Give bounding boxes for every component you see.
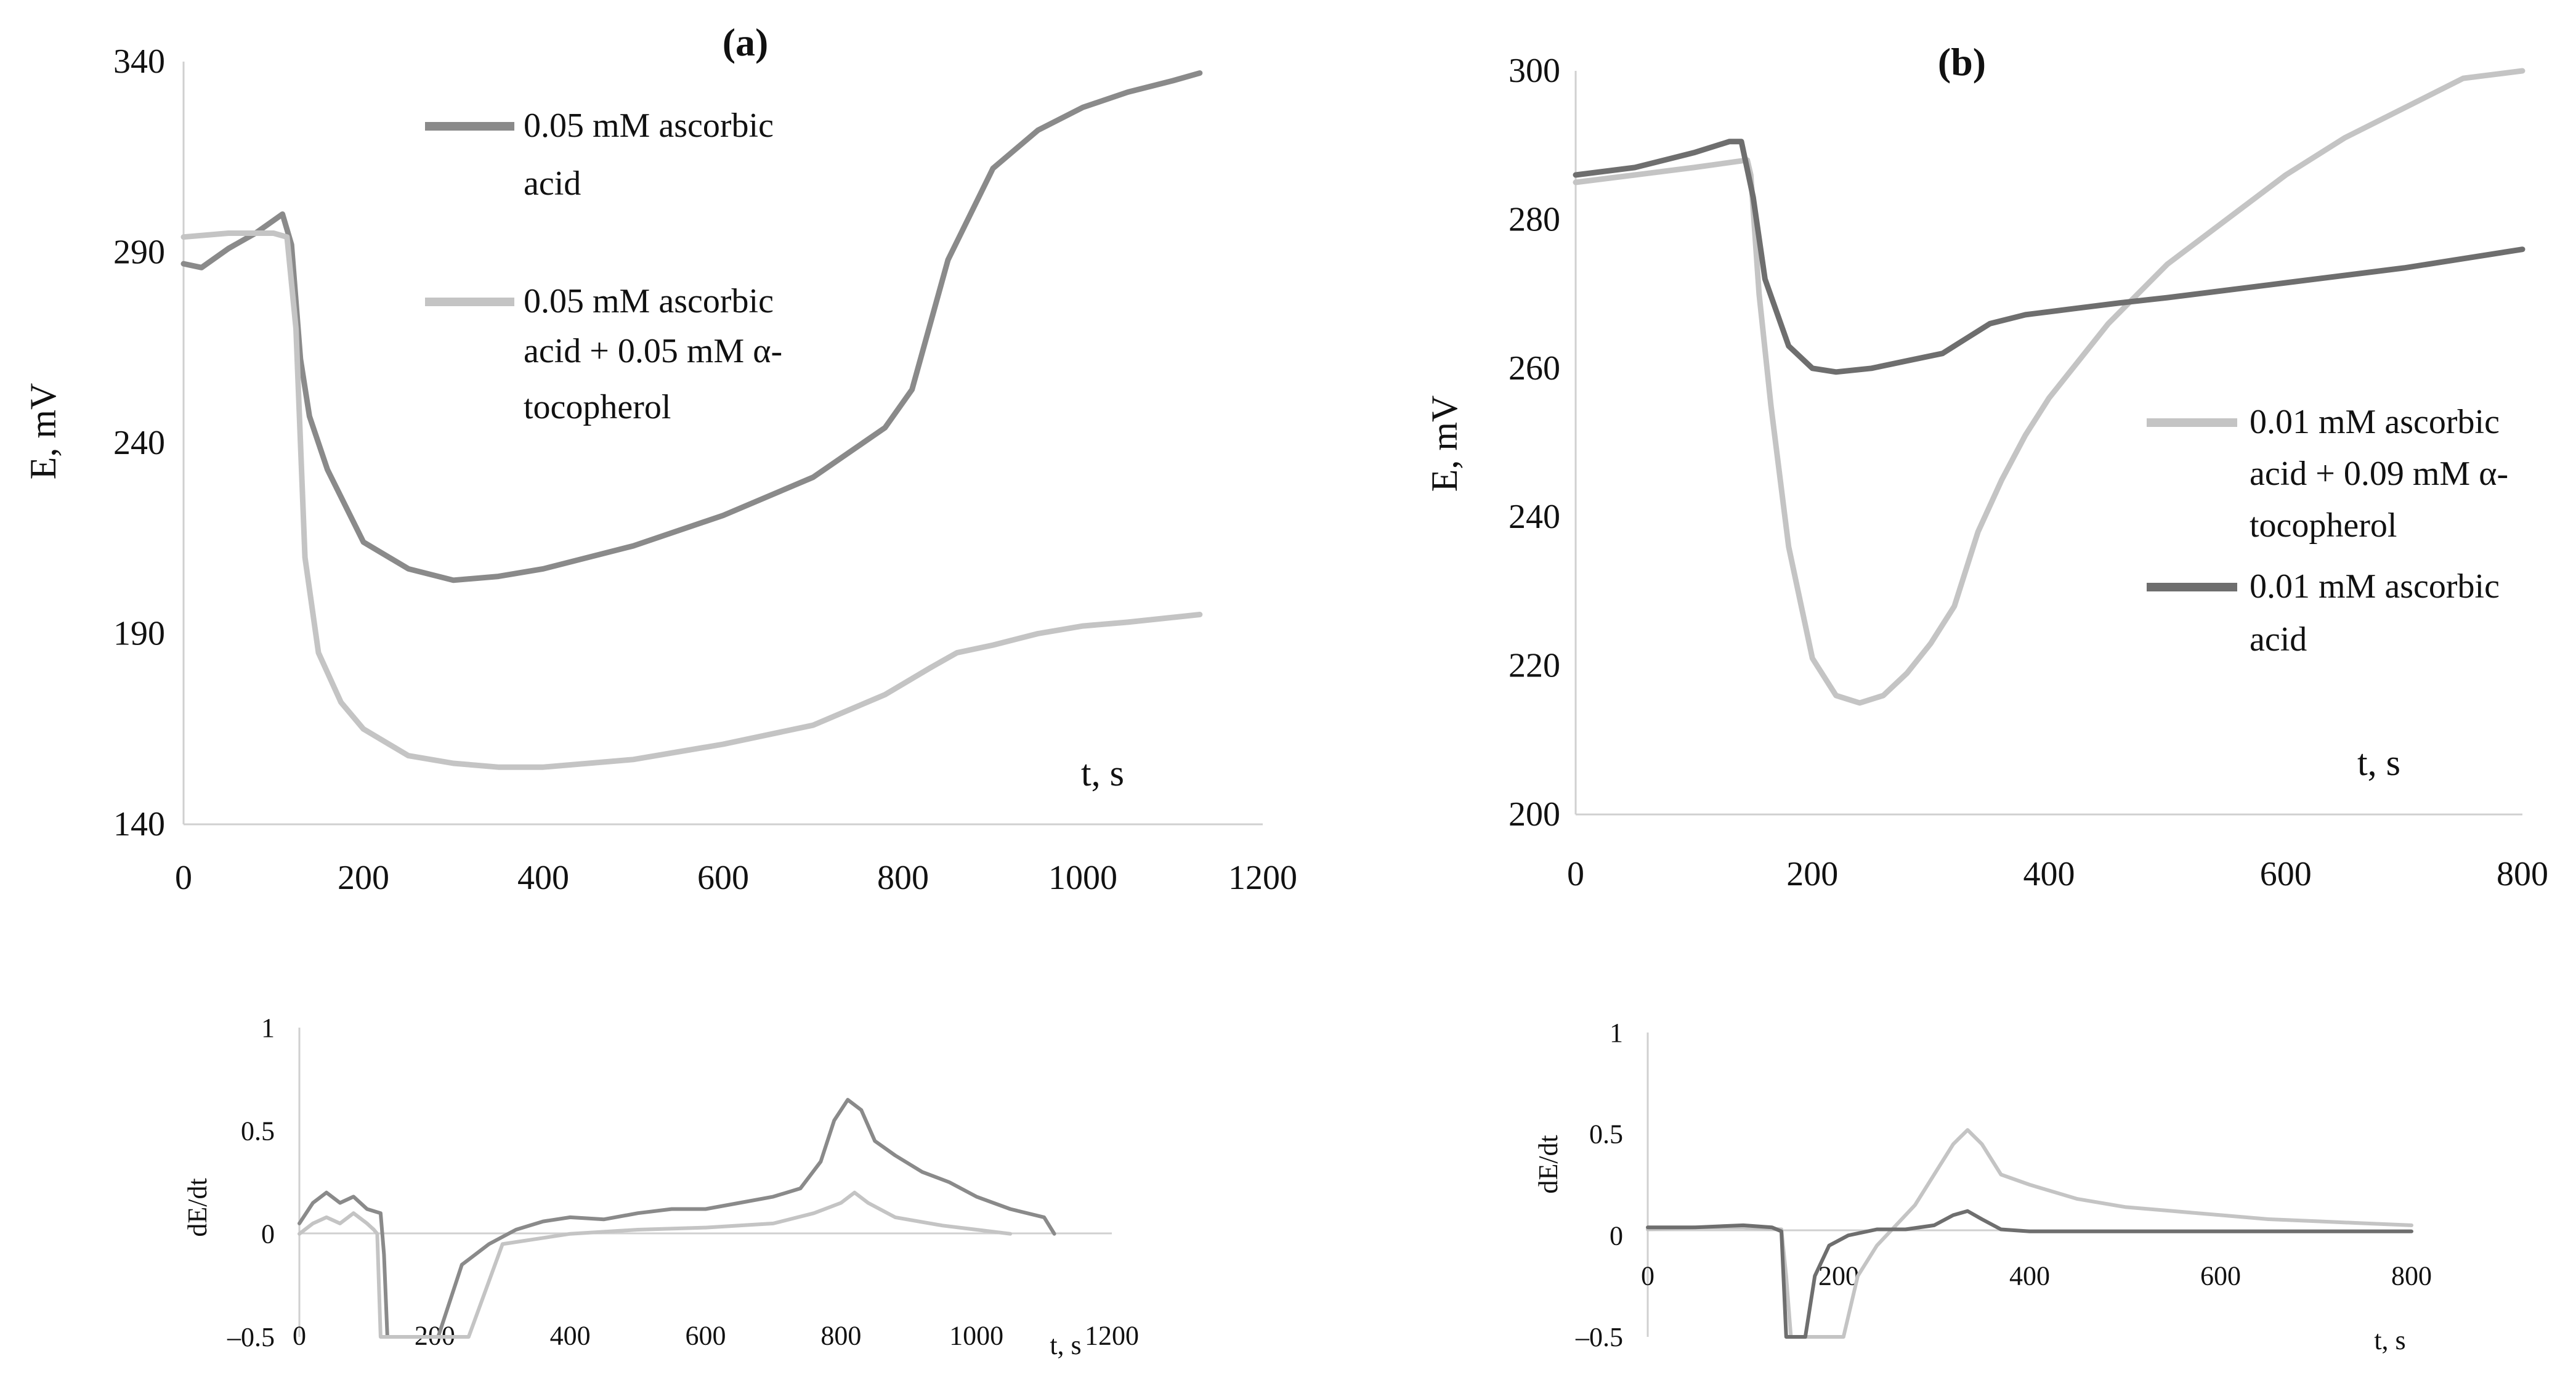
b-main-y-tick-label: 280 bbox=[1509, 200, 1560, 238]
a-deriv-x-tick-label: 600 bbox=[686, 1321, 726, 1351]
a-main-x-tick-label: 600 bbox=[697, 859, 749, 897]
a-deriv-y-tick-label: 1 bbox=[261, 1013, 275, 1043]
a-main-x-tick-label: 800 bbox=[877, 859, 929, 897]
legend-label-b-series-1-line-2: acid + 0.09 mM α- bbox=[2250, 455, 2508, 493]
legend-label-a-series-1-line-2: acid bbox=[524, 164, 581, 203]
chart-a-derivative: –0.500.51 0 200 400 600 800 1000 1200 dE/dt t,… bbox=[182, 1013, 1139, 1360]
legend-label-a-series-2-line-3: tocopherol bbox=[524, 388, 671, 426]
a-main-legend: 0.05 mM ascorbic acid 0.05 mM ascorbic a… bbox=[425, 107, 782, 426]
a-deriv-series-1-line bbox=[298, 1098, 1056, 1339]
a-main-x-tick-label: 1000 bbox=[1048, 859, 1117, 897]
a-main-y-tick-label: 190 bbox=[113, 615, 165, 653]
b-deriv-series-2-line bbox=[1646, 1209, 2413, 1339]
a-main-x-tick-label: 1200 bbox=[1228, 859, 1297, 897]
a-deriv-x-axis-title: t, s bbox=[1050, 1330, 1081, 1360]
a-deriv-y-tick-label: 0.5 bbox=[241, 1116, 275, 1146]
a-main-series-1-line bbox=[180, 70, 1203, 583]
b-main-y-tick-label: 200 bbox=[1509, 795, 1560, 834]
b-deriv-x-tick-label: 0 bbox=[1641, 1260, 1655, 1291]
b-main-y-tick-label: 240 bbox=[1509, 498, 1560, 536]
b-deriv-x-tick-label: 400 bbox=[2009, 1260, 2050, 1291]
b-deriv-y-tick-label: 0.5 bbox=[1589, 1119, 1623, 1150]
b-main-series-1-line bbox=[1573, 68, 2525, 706]
b-deriv-y-tick-label: –0.5 bbox=[1575, 1322, 1623, 1352]
legend-label-a-series-2-line-1: 0.05 mM ascorbic bbox=[524, 282, 774, 320]
a-deriv-y-axis-title: dE/dt bbox=[182, 1178, 213, 1236]
legend-label-b-series-2-line-1: 0.01 mM ascorbic bbox=[2250, 567, 2500, 606]
a-deriv-x-tick-label: 0 bbox=[293, 1321, 306, 1351]
b-deriv-x-tick-label: 200 bbox=[1818, 1260, 1859, 1291]
a-main-y-tick-label: 290 bbox=[113, 233, 165, 272]
b-main-y-tick-label: 220 bbox=[1509, 647, 1560, 685]
a-deriv-series-2-line bbox=[298, 1190, 1013, 1339]
b-main-x-axis-title: t, s bbox=[2357, 742, 2400, 783]
b-main-x-tick-label: 800 bbox=[2497, 855, 2548, 893]
panel-b-label: (b) bbox=[1938, 40, 1986, 84]
a-main-x-tick-label: 0 bbox=[175, 859, 192, 897]
b-deriv-y-axis-title: dE/dt bbox=[1533, 1135, 1563, 1193]
b-deriv-x-axis-title: t, s bbox=[2374, 1325, 2405, 1355]
b-deriv-x-tick-label: 800 bbox=[2391, 1260, 2432, 1291]
legend-label-a-series-2-line-2: acid + 0.05 mM α- bbox=[524, 332, 782, 370]
b-main-x-tick-label: 200 bbox=[1786, 855, 1838, 893]
b-main-y-tick-label: 260 bbox=[1509, 349, 1560, 388]
b-deriv-series-1-line bbox=[1646, 1128, 2413, 1339]
a-main-x-axis-title: t, s bbox=[1081, 753, 1124, 794]
b-main-legend: 0.01 mM ascorbic acid + 0.09 mM α- tocop… bbox=[2147, 403, 2508, 659]
b-main-x-tick-label: 0 bbox=[1567, 855, 1584, 893]
a-deriv-y-tick-label: –0.5 bbox=[227, 1322, 275, 1352]
a-main-x-tick-label: 400 bbox=[517, 859, 569, 897]
b-main-x-tick-label: 600 bbox=[2260, 855, 2312, 893]
a-deriv-x-tick-label: 800 bbox=[820, 1321, 861, 1351]
chart-a-main: 140 190 240 290 340 0 200 400 600 800 1000 1200 E,… bbox=[23, 43, 1297, 897]
a-main-x-tick-label: 200 bbox=[338, 859, 389, 897]
legend-label-a-series-1-line-1: 0.05 mM ascorbic bbox=[524, 107, 774, 145]
b-main-y-tick-label: 300 bbox=[1509, 52, 1560, 90]
a-main-y-tick-label: 240 bbox=[113, 424, 165, 462]
a-deriv-x-tick-label: 1000 bbox=[949, 1321, 1003, 1351]
b-deriv-y-tick-label: 1 bbox=[1610, 1018, 1623, 1048]
chart-b-derivative: –0.5 0 0.5 1 0 200 400 600 800 dE/dt t, s bbox=[1533, 1018, 2432, 1355]
b-main-series-2-line bbox=[1573, 139, 2525, 375]
a-main-y-tick-label: 340 bbox=[113, 43, 165, 81]
legend-label-b-series-1-line-3: tocopherol bbox=[2250, 506, 2397, 545]
legend-label-b-series-1-line-1: 0.01 mM ascorbic bbox=[2250, 403, 2500, 441]
panel-a-label: (a) bbox=[723, 20, 769, 64]
a-deriv-y-tick-label: 0 bbox=[261, 1219, 275, 1249]
a-main-series-2-line bbox=[180, 230, 1203, 770]
legend-label-b-series-2-line-2: acid bbox=[2250, 620, 2307, 659]
a-main-y-tick-label: 140 bbox=[113, 805, 165, 843]
a-deriv-x-tick-label: 400 bbox=[550, 1321, 591, 1351]
b-main-x-tick-label: 400 bbox=[2023, 855, 2075, 893]
b-main-y-axis-title: E, mV bbox=[1424, 396, 1465, 492]
a-deriv-x-tick-label: 1200 bbox=[1085, 1321, 1139, 1351]
a-main-y-axis-title: E, mV bbox=[23, 383, 63, 480]
b-deriv-x-tick-label: 600 bbox=[2200, 1260, 2241, 1291]
b-deriv-y-tick-label: 0 bbox=[1610, 1220, 1623, 1251]
